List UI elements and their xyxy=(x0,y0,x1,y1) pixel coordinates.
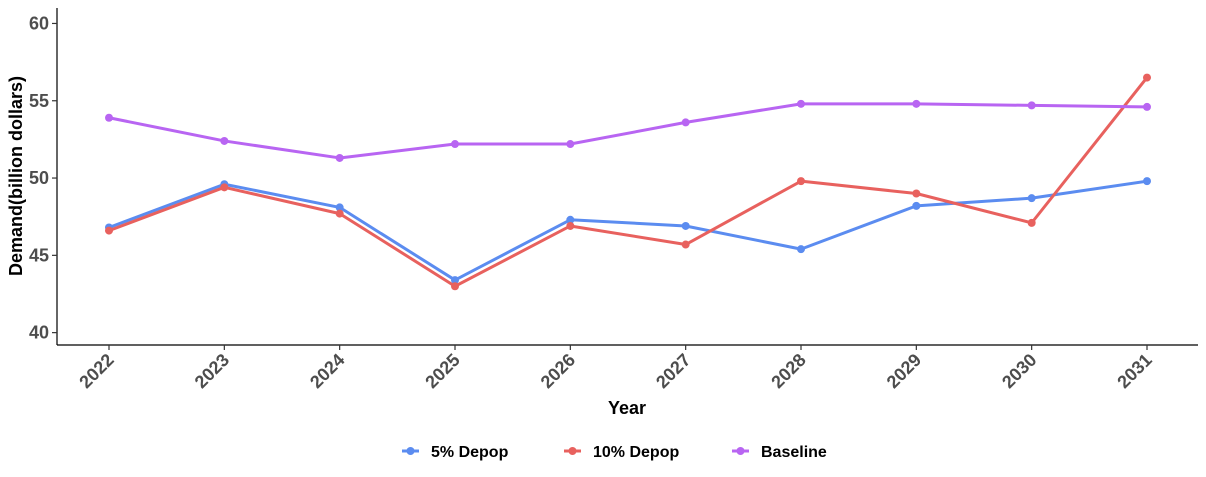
data-point-baseline xyxy=(451,140,459,149)
data-point-5-depop xyxy=(451,276,459,285)
data-point-5-depop xyxy=(566,215,575,224)
series-baseline xyxy=(105,99,1151,162)
y-axis-title: Demand(billion dollars) xyxy=(6,76,26,276)
x-tick-label: 2027 xyxy=(652,350,694,392)
data-point-5-depop xyxy=(681,221,690,230)
data-point-baseline xyxy=(335,153,344,162)
y-tick-label: 55 xyxy=(29,91,49,111)
legend-item-10-depop: 10% Depop xyxy=(564,444,679,461)
data-point-10-depop xyxy=(1027,218,1036,227)
data-point-10-depop xyxy=(451,282,459,291)
y-tick-label: 50 xyxy=(29,168,49,188)
y-ticks: 40 45 50 55 60 xyxy=(29,13,57,343)
data-point-10-depop xyxy=(335,209,344,218)
x-tick-label: 2022 xyxy=(75,350,117,392)
x-tick-label: 2030 xyxy=(998,350,1040,392)
data-point-10-depop xyxy=(797,177,805,186)
x-tick-label: 2023 xyxy=(191,350,233,392)
data-point-baseline xyxy=(1143,102,1151,111)
series-5-depop xyxy=(105,177,1151,285)
data-point-10-depop xyxy=(1143,73,1151,82)
x-tick-label: 2031 xyxy=(1113,350,1155,392)
series-line-baseline xyxy=(108,102,1148,160)
data-point-baseline xyxy=(220,136,229,145)
plot-area xyxy=(105,73,1151,291)
data-point-10-depop xyxy=(220,183,229,192)
x-axis-title: Year xyxy=(608,398,646,418)
legend-key-point xyxy=(406,447,415,455)
series-line-5-depop xyxy=(108,179,1148,282)
legend-key-point xyxy=(568,447,577,455)
series-10-depop xyxy=(105,73,1151,291)
legend-label: 5% Depop xyxy=(431,444,509,461)
legend-item-baseline: Baseline xyxy=(732,444,827,461)
x-tick-label: 2025 xyxy=(421,350,463,392)
data-point-baseline xyxy=(105,113,113,122)
legend-item-5-depop: 5% Depop xyxy=(402,444,509,461)
series-line-10-depop xyxy=(108,76,1149,288)
y-tick-label: 45 xyxy=(29,245,49,265)
data-point-10-depop xyxy=(681,240,690,249)
data-point-baseline xyxy=(797,99,805,108)
x-tick-label: 2028 xyxy=(767,350,809,392)
y-tick-label: 60 xyxy=(29,13,49,33)
legend: 5% Depop 10% Depop Baseline xyxy=(402,444,827,461)
x-tick-label: 2026 xyxy=(537,350,579,392)
x-tick-label: 2024 xyxy=(306,350,348,392)
data-point-baseline xyxy=(681,118,690,127)
data-point-10-depop xyxy=(566,221,575,230)
data-point-5-depop xyxy=(335,203,344,212)
legend-key-point xyxy=(736,447,745,455)
data-point-10-depop xyxy=(912,189,921,198)
data-point-5-depop xyxy=(912,201,921,210)
data-point-baseline xyxy=(1027,101,1036,110)
data-point-baseline xyxy=(566,140,575,149)
x-tick-label: 2029 xyxy=(883,350,925,392)
legend-label: Baseline xyxy=(761,444,827,461)
data-point-baseline xyxy=(912,99,921,108)
y-tick-label: 40 xyxy=(29,323,49,343)
data-point-5-depop xyxy=(1027,194,1036,203)
data-point-5-depop xyxy=(1143,177,1151,186)
legend-label: 10% Depop xyxy=(593,444,679,461)
data-point-5-depop xyxy=(797,245,805,254)
x-ticks: 2022 2023 2024 2025 2026 2027 2028 2029 2030 2031 xyxy=(75,345,1156,392)
axes xyxy=(56,8,1198,346)
data-point-10-depop xyxy=(105,226,113,235)
